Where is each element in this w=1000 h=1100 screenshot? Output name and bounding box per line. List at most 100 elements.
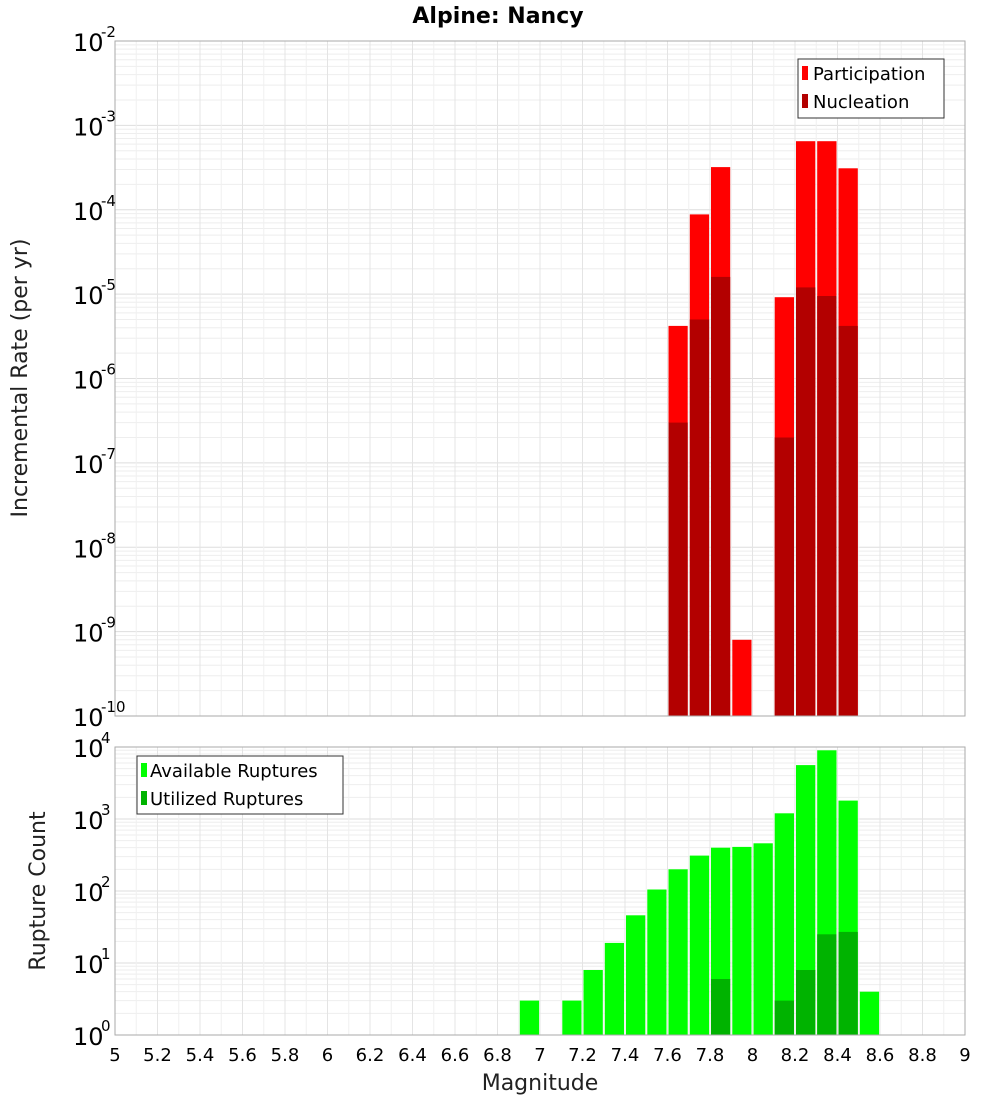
count-y-tick-exp-0: 0	[101, 1017, 111, 1035]
rate-series-1-bar-3	[774, 437, 794, 716]
rate-y-tick-exp--6: -6	[101, 361, 116, 379]
participation-legend-swatch	[802, 66, 808, 80]
rate-y-tick--10: 10	[73, 704, 104, 732]
rate-grid	[115, 41, 965, 716]
count-y-axis-label: Rupture Count	[26, 811, 51, 971]
rate-series-1-bar-5	[817, 296, 837, 716]
x-tick-2: 5.4	[186, 1045, 215, 1066]
rate-series-1-bar-6	[838, 325, 858, 716]
count-y-tick-exp-4: 4	[101, 729, 111, 747]
x-tick-13: 7.6	[653, 1045, 682, 1066]
rate-y-tick-exp--10: -10	[101, 698, 126, 716]
count-series-0-bar-4	[583, 970, 603, 1035]
count-series-0-bar-8	[668, 869, 688, 1035]
utilized-legend-swatch	[141, 791, 147, 805]
nucleation-legend-swatch	[802, 94, 808, 108]
rate-y-axis-label: Incremental Rate (per yr)	[8, 239, 33, 518]
count-y-tick-exp-2: 2	[101, 873, 111, 891]
count-series-0-bar-11	[732, 846, 752, 1035]
rate-series-0-bar-3	[732, 639, 752, 716]
x-tick-16: 8.2	[781, 1045, 810, 1066]
rate-y-tick--6: 10	[73, 367, 104, 395]
count-series-0-bar-12	[753, 843, 773, 1035]
count-series-1-bar-5	[796, 970, 816, 1035]
rate-legend-box	[797, 58, 945, 119]
x-tick-19: 8.8	[908, 1045, 937, 1066]
rate-y-tick--3: 10	[73, 113, 104, 141]
count-series-0-bar-5	[604, 942, 624, 1035]
x-tick-15: 8	[747, 1045, 758, 1066]
count-y-tick-0: 10	[73, 1023, 104, 1051]
x-tick-3: 5.6	[228, 1045, 257, 1066]
x-tick-8: 6.6	[441, 1045, 470, 1066]
x-tick-11: 7.2	[568, 1045, 597, 1066]
count-series-0-bar-9	[689, 855, 710, 1035]
x-tick-18: 8.6	[866, 1045, 895, 1066]
chart-title: Alpine: Nancy	[412, 4, 583, 29]
rate-bars	[668, 141, 858, 717]
participation-legend-label: Participation	[813, 64, 925, 85]
count-series-0-bar-17	[859, 991, 880, 1035]
x-tick-0: 5	[109, 1045, 120, 1066]
rate-series-1-bar-0	[668, 422, 688, 716]
count-series-0-bar-6	[626, 915, 646, 1035]
count-y-tick-2: 10	[73, 879, 104, 907]
count-series-1-bar-7	[838, 931, 858, 1035]
count-y-tick-3: 10	[73, 807, 104, 835]
x-tick-4: 5.8	[271, 1045, 300, 1066]
x-tick-7: 6.4	[398, 1045, 427, 1066]
rate-y-tick-exp--7: -7	[101, 445, 116, 463]
count-bars	[519, 750, 880, 1035]
rate-y-tick--7: 10	[73, 451, 104, 479]
rate-y-tick--4: 10	[73, 198, 104, 226]
utilized-legend-label: Utilized Ruptures	[150, 789, 303, 810]
rate-y-tick-exp--5: -5	[101, 276, 116, 294]
available-legend-label: Available Ruptures	[150, 761, 318, 782]
rate-y-tick--2: 10	[73, 29, 104, 57]
x-tick-17: 8.4	[823, 1045, 852, 1066]
count-series-0-bar-7	[647, 889, 667, 1035]
count-series-0-bar-13	[774, 813, 794, 1035]
count-series-1-bar-6	[817, 934, 837, 1035]
count-series-0-bar-3	[562, 1000, 582, 1035]
rate-y-tick-exp--9: -9	[101, 614, 116, 632]
count-x-ticks: 5 5.2 5.4 5.6 5.8 6 6.2 6.4 6.6 6.8 7 7.2 7.4 7.6 7.8 8…	[109, 1045, 970, 1066]
x-tick-5: 6	[322, 1045, 333, 1066]
rate-legend: Participation Nucleation	[797, 58, 945, 119]
x-tick-14: 7.8	[696, 1045, 725, 1066]
rate-y-tick-exp--8: -8	[101, 529, 116, 547]
count-series-1-bar-4	[774, 1000, 794, 1035]
x-tick-20: 9	[959, 1045, 970, 1066]
count-y-tick-1: 10	[73, 951, 104, 979]
count-series-0-bar-1	[519, 1000, 540, 1035]
rate-series-1-bar-2	[711, 276, 731, 716]
rate-y-tick--9: 10	[73, 620, 104, 648]
rate-y-tick-exp--3: -3	[101, 107, 116, 125]
nucleation-legend-label: Nucleation	[813, 92, 909, 113]
rate-y-tick--5: 10	[73, 282, 104, 310]
rate-plot-frame	[114, 40, 966, 717]
available-legend-swatch	[141, 763, 147, 777]
x-tick-1: 5.2	[143, 1045, 172, 1066]
x-tick-10: 7	[534, 1045, 545, 1066]
x-tick-9: 6.8	[483, 1045, 512, 1066]
x-tick-12: 7.4	[611, 1045, 640, 1066]
x-tick-6: 6.2	[356, 1045, 385, 1066]
count-legend: Available Ruptures Utilized Ruptures	[136, 755, 344, 815]
count-y-tick-exp-3: 3	[101, 801, 111, 819]
x-axis-label: Magnitude	[482, 1071, 599, 1096]
count-plot-frame	[114, 746, 966, 1036]
rate-y-tick--8: 10	[73, 535, 104, 563]
count-y-tick-4: 10	[73, 735, 104, 763]
count-legend-box	[136, 755, 344, 815]
count-series-0-bar-14	[796, 765, 816, 1035]
rate-series-1-bar-4	[796, 287, 816, 716]
rate-y-tick-exp--4: -4	[101, 192, 116, 210]
count-y-tick-exp-1: 1	[101, 945, 111, 963]
rate-y-tick-exp--2: -2	[101, 23, 116, 41]
rate-series-1-bar-1	[689, 319, 710, 716]
